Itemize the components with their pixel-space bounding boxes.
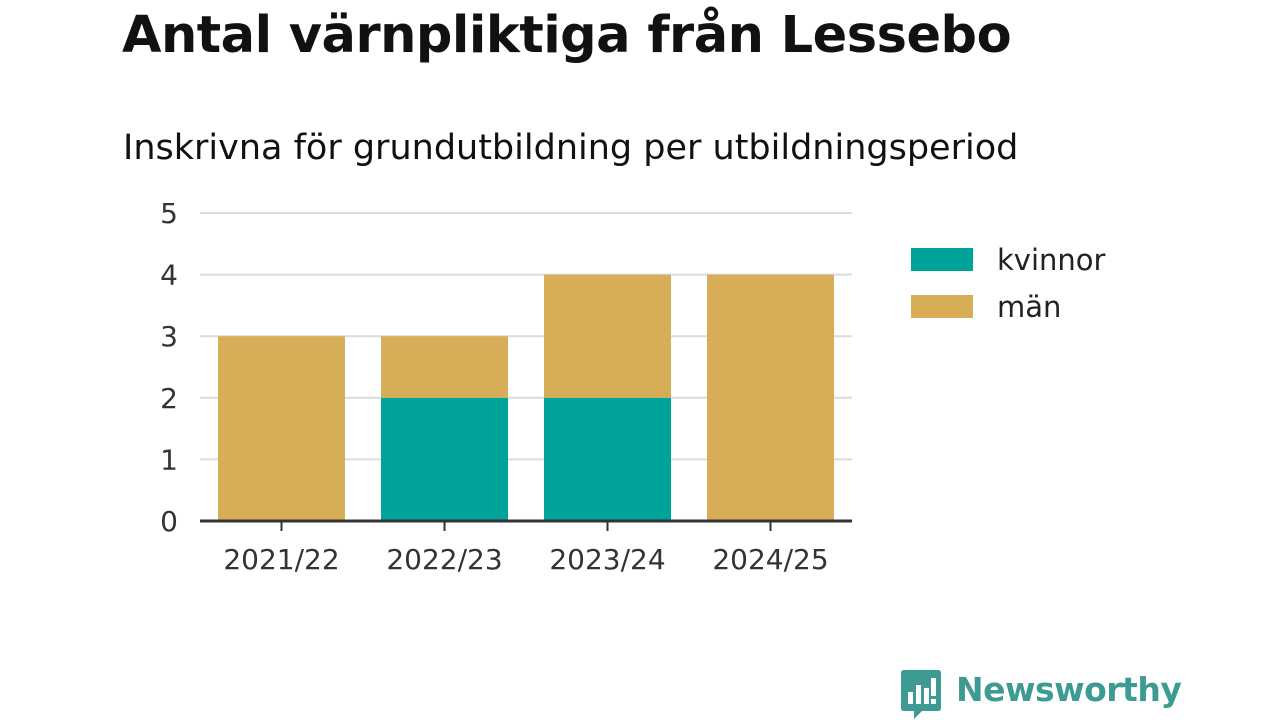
x-tick-label: 2022/23 — [386, 543, 502, 576]
bars — [218, 274, 834, 521]
legend-label-kvinnor: kvinnor — [997, 243, 1106, 277]
x-tick-label: 2021/22 — [223, 543, 339, 576]
y-tick-label: 4 — [160, 259, 178, 292]
newsworthy-logo: Newsworthy — [900, 668, 1182, 720]
y-tick-label: 5 — [160, 197, 178, 230]
chart-title: Antal värnpliktiga från Lessebo — [122, 6, 1012, 65]
bar-män-2023-24 — [544, 274, 671, 398]
x-tick-labels: 2021/22 2022/23 2023/24 2024/25 — [223, 543, 828, 576]
logo-text: Newsworthy — [956, 670, 1182, 709]
y-tick-label: 2 — [160, 382, 178, 415]
x-tick-label: 2023/24 — [549, 543, 665, 576]
y-tick-labels: 0 1 2 3 4 5 — [160, 197, 178, 538]
y-tick-label: 1 — [160, 443, 178, 476]
legend-swatch-män — [911, 295, 973, 318]
y-tick-label: 0 — [160, 505, 178, 538]
bar-kvinnor-2023-24 — [544, 397, 671, 521]
y-tick-label: 3 — [160, 320, 178, 353]
legend: kvinnor män — [911, 243, 1106, 324]
x-tick-label: 2024/25 — [712, 543, 828, 576]
bar-män-2024-25 — [707, 274, 834, 521]
legend-swatch-kvinnor — [911, 248, 973, 271]
bar-chart-speech-bubble-icon — [901, 670, 941, 719]
legend-label-män: män — [997, 290, 1061, 324]
bar-kvinnor-2022-23 — [381, 397, 508, 521]
bar-män-2022-23 — [381, 336, 508, 398]
chart-subtitle: Inskrivna för grundutbildning per utbild… — [123, 128, 1019, 168]
bar-män-2021-22 — [218, 336, 345, 521]
axes — [200, 519, 852, 531]
